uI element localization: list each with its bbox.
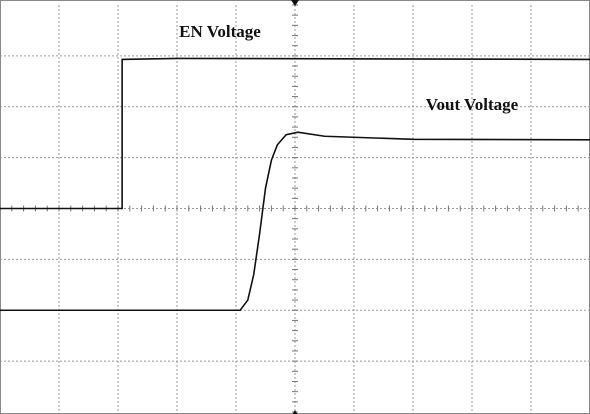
trace xyxy=(0,57,590,210)
traces xyxy=(0,57,590,312)
trigger-marker xyxy=(291,0,299,6)
trace xyxy=(0,131,590,312)
annotation: EN Voltage xyxy=(179,22,261,41)
annotation: Vout Voltage xyxy=(426,95,519,114)
trigger-marker xyxy=(292,410,298,414)
